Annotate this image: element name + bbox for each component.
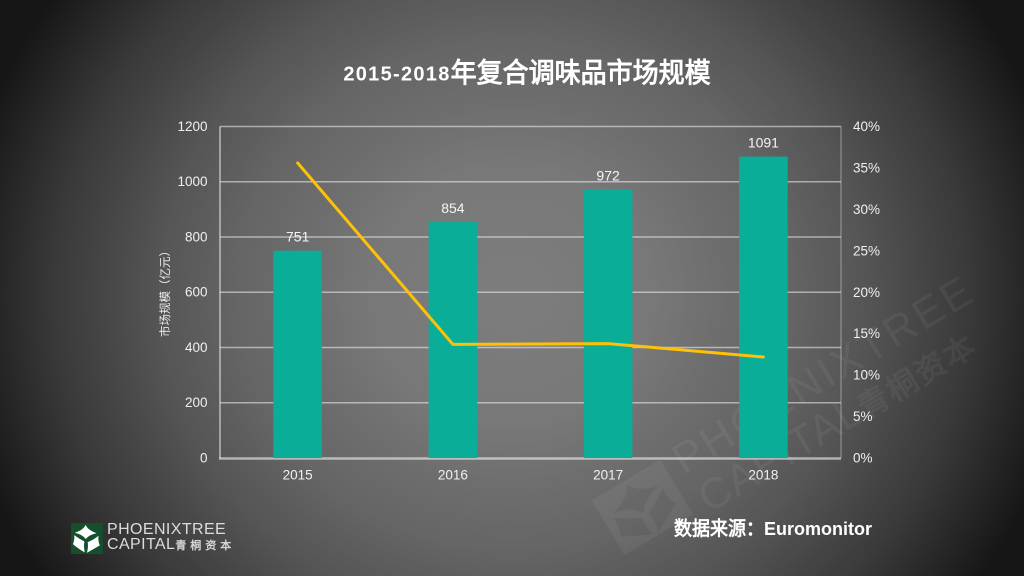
svg-text:1091: 1091 — [748, 135, 779, 151]
svg-text:5%: 5% — [853, 409, 873, 424]
svg-text:0: 0 — [200, 451, 208, 466]
svg-text:15%: 15% — [853, 326, 880, 341]
svg-text:400: 400 — [185, 340, 208, 355]
svg-text:30%: 30% — [853, 202, 880, 217]
svg-text:1000: 1000 — [177, 174, 207, 189]
svg-text:2016: 2016 — [438, 468, 468, 483]
svg-text:600: 600 — [185, 285, 208, 300]
svg-text:40%: 40% — [853, 119, 880, 134]
svg-text:751: 751 — [286, 229, 310, 245]
svg-text:10%: 10% — [853, 368, 880, 383]
svg-text:2018: 2018 — [748, 468, 778, 483]
svg-text:2015: 2015 — [283, 468, 313, 483]
svg-text:35%: 35% — [853, 160, 880, 175]
svg-text:972: 972 — [596, 167, 620, 183]
svg-text:25%: 25% — [853, 243, 880, 258]
svg-text:854: 854 — [441, 200, 465, 216]
svg-text:800: 800 — [185, 230, 208, 245]
svg-text:20%: 20% — [853, 285, 880, 300]
svg-text:1200: 1200 — [177, 119, 207, 134]
svg-text:200: 200 — [185, 395, 208, 410]
svg-text:2017: 2017 — [593, 468, 623, 483]
svg-text:0%: 0% — [853, 451, 873, 466]
